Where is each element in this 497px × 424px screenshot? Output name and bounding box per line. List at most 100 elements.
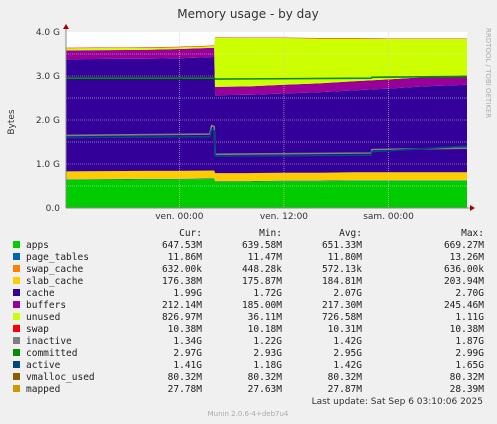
legend-name: vmalloc_used: [26, 372, 95, 383]
legend-value-min: 185.00M: [242, 300, 282, 311]
legend-swatch-committed: [13, 349, 20, 356]
legend-swatch-mapped: [13, 385, 20, 392]
line-active: [65, 128, 468, 157]
legend-value-max: 80.32M: [450, 372, 485, 383]
area-apps: [66, 179, 467, 208]
legend-name: cache: [26, 288, 55, 299]
legend-value-max: 636.00k: [444, 264, 484, 275]
legend-name: apps: [26, 240, 49, 251]
legend-value-min: 11.47M: [248, 252, 283, 263]
legend-name: buffers: [26, 300, 66, 311]
legend-value-min: 80.32M: [248, 372, 283, 383]
legend-swatch-swap: [13, 325, 20, 332]
legend-value-avg: 1.42G: [333, 336, 362, 347]
legend-name: committed: [26, 348, 77, 359]
legend-value-max: 1.87G: [455, 336, 484, 347]
legend-value-min: 36.11M: [248, 312, 283, 323]
legend-value-min: 27.63M: [248, 384, 283, 395]
area-cache: [66, 57, 467, 174]
y-axis-arrow: [63, 24, 69, 29]
legend-value-min: 2.93G: [253, 348, 282, 359]
legend: Cur: Min: Avg: Max: apps 647.53M 639.58M 651.33…: [13, 228, 484, 395]
legend-value-avg: 10.31M: [328, 324, 363, 335]
legend-value-min: 448.28k: [242, 264, 282, 275]
legend-header: Avg:: [339, 228, 362, 239]
area-page_tables: [66, 178, 467, 182]
legend-value-cur: 27.78M: [168, 384, 203, 395]
last-update: Last update: Sat Sep 6 03:10:06 2025: [312, 397, 483, 407]
area-buffers: [66, 47, 467, 96]
legend-value-cur: 647.53M: [162, 240, 202, 251]
legend-value-cur: 176.38M: [162, 276, 202, 287]
legend-swatch-page_tables: [13, 253, 20, 260]
legend-value-avg: 651.33M: [322, 240, 362, 251]
y-tick-label: 0.0: [46, 204, 61, 214]
legend-value-avg: 572.13k: [322, 264, 362, 275]
legend-value-cur: 2.97G: [173, 348, 202, 359]
legend-value-min: 10.18M: [248, 324, 283, 335]
legend-value-min: 175.87M: [242, 276, 282, 287]
y-tick-label: 1.0 G: [36, 160, 60, 170]
rrdtool-credit: RRDTOOL / TOBI OETIKER: [484, 28, 492, 118]
y-axis-label: Bytes: [7, 109, 17, 135]
legend-value-avg: 2.07G: [333, 288, 362, 299]
legend-swatch-swap_cache: [13, 265, 20, 272]
legend-swatch-vmalloc_used: [13, 373, 20, 380]
legend-value-avg: 184.81M: [322, 276, 362, 287]
legend-value-cur: 632.00k: [162, 264, 202, 275]
legend-value-min: 639.58M: [242, 240, 282, 251]
y-tick-label: 4.0 G: [36, 28, 60, 38]
legend-value-avg: 1.42G: [333, 360, 362, 371]
grid-lines: [66, 32, 467, 208]
legend-value-avg: 217.30M: [322, 300, 362, 311]
legend-name: active: [26, 360, 61, 371]
legend-value-avg: 726.58M: [322, 312, 362, 323]
legend-value-cur: 1.34G: [173, 336, 202, 347]
legend-value-max: 2.99G: [455, 348, 484, 359]
legend-value-cur: 1.41G: [173, 360, 202, 371]
legend-value-cur: 11.86M: [168, 252, 203, 263]
legend-name: swap_cache: [26, 264, 83, 275]
line-series: [65, 75, 468, 157]
legend-name: slab_cache: [26, 276, 83, 287]
legend-value-min: 1.72G: [253, 288, 282, 299]
legend-value-cur: 80.32M: [168, 372, 203, 383]
legend-value-avg: 11.80M: [328, 252, 363, 263]
legend-swatch-slab_cache: [13, 277, 20, 284]
legend-value-max: 13.26M: [450, 252, 485, 263]
legend-name: page_tables: [26, 252, 89, 263]
legend-value-max: 1.65G: [455, 360, 484, 371]
area-unused: [66, 37, 467, 87]
legend-header: Max:: [461, 228, 484, 239]
legend-value-cur: 212.14M: [162, 300, 202, 311]
legend-value-avg: 80.32M: [328, 372, 363, 383]
legend-value-avg: 2.95G: [333, 348, 362, 359]
legend-name: unused: [26, 312, 60, 323]
legend-value-cur: 826.97M: [162, 312, 202, 323]
legend-value-max: 669.27M: [444, 240, 484, 251]
legend-value-max: 203.94M: [444, 276, 484, 287]
chart-title: Memory usage - by day: [177, 7, 318, 21]
legend-swatch-active: [13, 361, 20, 368]
area-slab_cache: [66, 170, 467, 181]
legend-value-cur: 1.99G: [173, 288, 202, 299]
legend-value-max: 245.46M: [444, 300, 484, 311]
legend-value-cur: 10.38M: [168, 324, 203, 335]
legend-value-max: 28.39M: [450, 384, 485, 395]
legend-name: inactive: [26, 336, 72, 347]
y-tick-labels: 0.0 1.0 G 2.0 G 3.0 G 4.0 G: [36, 28, 60, 214]
legend-value-min: 1.18G: [253, 360, 282, 371]
y-tick-label: 3.0 G: [36, 72, 60, 82]
legend-value-avg: 27.87M: [328, 384, 363, 395]
legend-header: Min:: [259, 228, 282, 239]
line-committed: [66, 75, 468, 80]
legend-value-max: 2.70G: [455, 288, 484, 299]
munin-version: Munin 2.0.6-4+deb7u4: [208, 410, 289, 418]
legend-value-max: 1.11G: [455, 312, 484, 323]
legend-swatch-apps: [13, 241, 20, 248]
legend-value-max: 10.38M: [450, 324, 485, 335]
legend-name: swap: [26, 324, 49, 335]
x-axis-arrow: [470, 205, 475, 211]
x-tick-labels: ven. 00:00 ven. 12:00 sam. 00:00: [155, 212, 414, 222]
